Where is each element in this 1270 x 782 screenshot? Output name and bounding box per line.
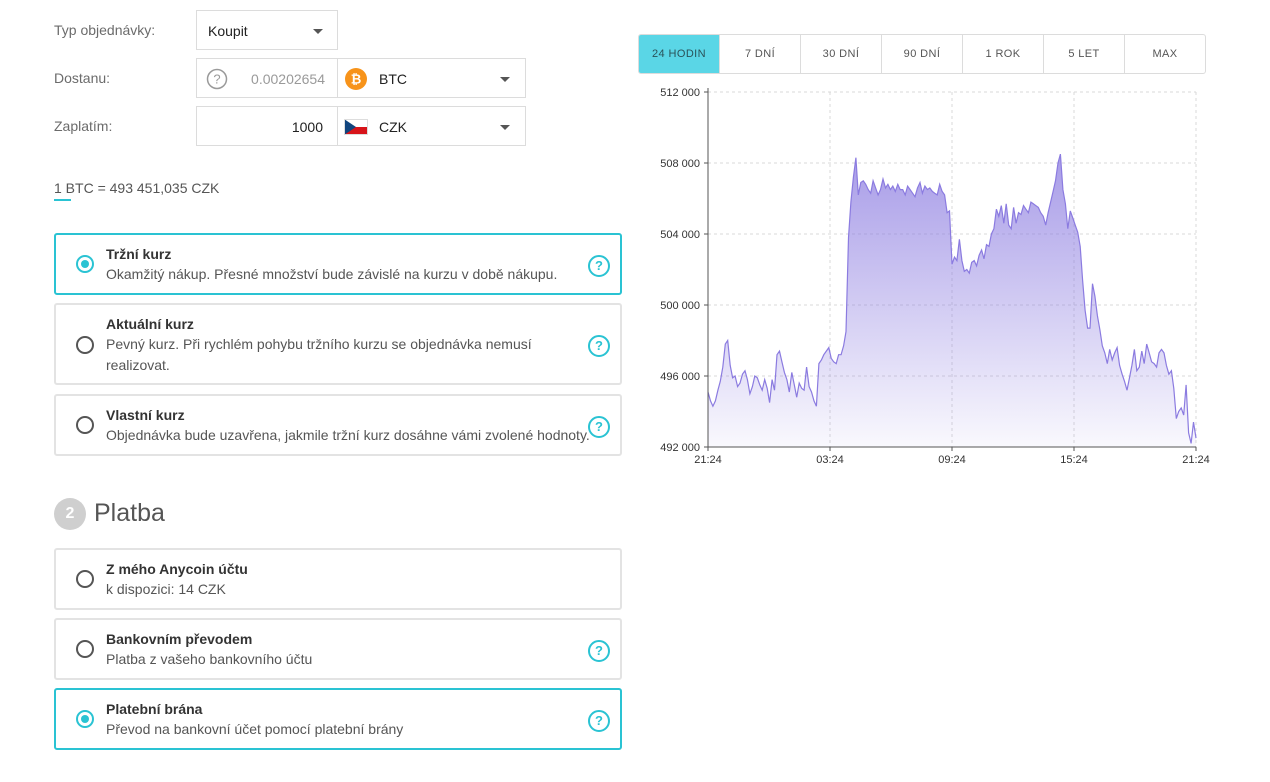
step-number-badge: 2: [54, 498, 86, 530]
option-title: Aktuální kurz: [106, 316, 194, 332]
radio-unselected[interactable]: [76, 336, 94, 354]
y-tick-label: 500 000: [660, 300, 700, 312]
rate-option-market[interactable]: Tržní kurz Okamžitý nákup. Přesné množst…: [54, 233, 622, 295]
radio-selected[interactable]: [76, 255, 94, 273]
tab-max[interactable]: MAX: [1124, 35, 1205, 73]
rate-option-custom[interactable]: Vlastní kurz Objednávka bude uzavřena, j…: [54, 394, 622, 456]
tab-7-dni[interactable]: 7 DNÍ: [719, 35, 800, 73]
rate-underline: [54, 199, 71, 201]
svg-text:₿: ₿: [351, 72, 362, 87]
pay-currency-value: CZK: [379, 119, 407, 135]
rate-option-current[interactable]: Aktuální kurz Pevný kurz. Při rychlém po…: [54, 303, 622, 385]
receive-amount-field[interactable]: ? 0.00202654: [196, 58, 338, 98]
option-desc: k dispozici: 14 CZK: [106, 581, 226, 597]
receive-label: Dostanu:: [54, 70, 111, 86]
order-type-value: Koupit: [208, 23, 248, 39]
question-circle-icon[interactable]: ?: [588, 335, 610, 357]
payment-option-gateway[interactable]: Platební brána Převod na bankovní účet p…: [54, 688, 622, 750]
tab-24-hodin[interactable]: 24 HODIN: [639, 35, 719, 73]
option-desc: Objednávka bude uzavřena, jakmile tržní …: [106, 427, 590, 443]
x-tick-label: 03:24: [816, 454, 844, 466]
czech-flag-icon: [344, 119, 368, 135]
y-tick-label: 492 000: [660, 442, 700, 454]
x-tick-label: 21:24: [694, 454, 722, 466]
y-tick-label: 512 000: [660, 87, 700, 99]
option-desc: Pevný kurz. Při rychlém pohybu tržního k…: [106, 336, 532, 373]
y-tick-label: 496 000: [660, 371, 700, 383]
payment-option-anycoin[interactable]: Z mého Anycoin účtu k dispozici: 14 CZK: [54, 548, 622, 610]
chevron-down-icon: [500, 125, 510, 130]
chevron-down-icon: [500, 77, 510, 82]
option-title: Bankovním převodem: [106, 631, 253, 647]
option-desc: Převod na bankovní účet pomocí platební …: [106, 721, 404, 737]
radio-unselected[interactable]: [76, 640, 94, 658]
order-type-label: Typ objednávky:: [54, 22, 156, 38]
radio-unselected[interactable]: [76, 416, 94, 434]
receive-amount-value: 0.00202654: [251, 71, 325, 87]
chevron-down-icon: [313, 29, 323, 34]
exchange-rate-text: 1 BTC = 493 451,035 CZK: [54, 180, 220, 196]
pay-currency-select[interactable]: CZK: [337, 106, 526, 146]
tab-90-dni[interactable]: 90 DNÍ: [881, 35, 962, 73]
question-circle-icon[interactable]: ?: [588, 416, 610, 438]
pay-label: Zaplatím:: [54, 118, 113, 134]
y-tick-label: 508 000: [660, 158, 700, 170]
price-area: [708, 154, 1196, 447]
pay-amount-field[interactable]: 1000: [196, 106, 338, 146]
question-circle-icon[interactable]: ?: [588, 710, 610, 732]
bitcoin-icon: ₿: [345, 68, 367, 90]
option-desc: Platba z vašeho bankovního účtu: [106, 651, 313, 667]
option-desc: Okamžitý nákup. Přesné množství bude záv…: [106, 266, 558, 282]
price-line: [707, 153, 1197, 444]
price-chart: 512 000 508 000 504 000 500 000 496 000 492 0…: [660, 87, 1210, 466]
chart-range-tabs: 24 HODIN 7 DNÍ 30 DNÍ 90 DNÍ 1 ROK 5 LET…: [638, 34, 1206, 74]
question-circle-icon[interactable]: ?: [588, 640, 610, 662]
option-title: Platební brána: [106, 701, 203, 717]
x-tick-label: 21:24: [1182, 454, 1210, 466]
pay-amount-value: 1000: [291, 119, 323, 135]
order-type-select[interactable]: Koupit: [196, 10, 338, 50]
tab-30-dni[interactable]: 30 DNÍ: [800, 35, 881, 73]
receive-currency-select[interactable]: ₿ BTC: [337, 58, 526, 98]
tab-5-let[interactable]: 5 LET: [1043, 35, 1124, 73]
radio-unselected[interactable]: [76, 570, 94, 588]
radio-selected[interactable]: [76, 710, 94, 728]
y-tick-label: 504 000: [660, 229, 700, 241]
x-tick-label: 15:24: [1060, 454, 1088, 466]
payment-option-bank[interactable]: Bankovním převodem Platba z vašeho banko…: [54, 618, 622, 680]
x-tick-label: 09:24: [938, 454, 966, 466]
svg-text:?: ?: [213, 72, 220, 87]
option-title: Vlastní kurz: [106, 407, 185, 423]
tab-1-rok[interactable]: 1 ROK: [962, 35, 1043, 73]
section-title: Platba: [94, 499, 165, 527]
option-title: Z mého Anycoin účtu: [106, 561, 248, 577]
option-title: Tržní kurz: [106, 246, 172, 262]
receive-currency-value: BTC: [379, 71, 407, 87]
question-circle-icon[interactable]: ?: [588, 255, 610, 277]
question-circle-icon[interactable]: ?: [206, 68, 228, 90]
